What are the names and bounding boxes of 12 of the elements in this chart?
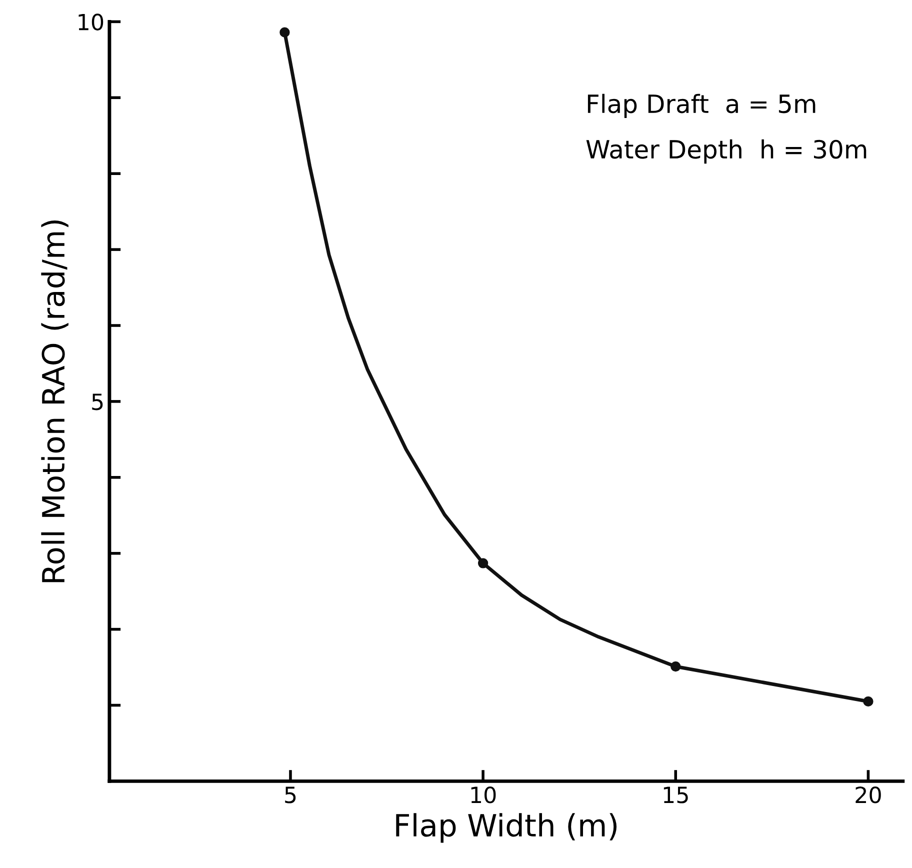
x-tick-label: 5	[285, 786, 296, 804]
point	[280, 27, 290, 38]
point	[478, 558, 488, 568]
x-axis-title: Flap Width (m)	[396, 813, 617, 843]
point	[670, 661, 681, 672]
y-axis-title: Roll Motion RAO (rad/m)	[41, 220, 68, 582]
x-tick-label: 15	[664, 786, 688, 804]
x-tick-label: 10	[471, 786, 496, 804]
x-tick-label: 20	[856, 786, 881, 804]
annotation: Flap Draft a = 5m	[588, 94, 816, 118]
annotation: Water Depth h = 30m	[586, 139, 866, 164]
point	[863, 696, 874, 707]
